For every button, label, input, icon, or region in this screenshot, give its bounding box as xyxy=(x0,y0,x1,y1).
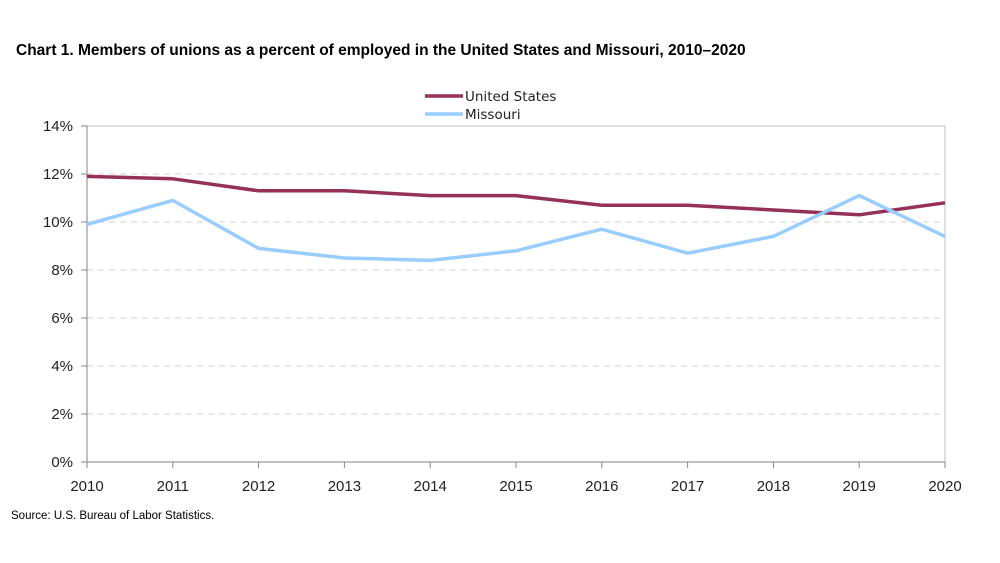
y-tick-label: 14% xyxy=(43,118,73,135)
y-tick-label: 8% xyxy=(51,262,73,279)
y-tick-label: 10% xyxy=(43,214,73,231)
source-note: Source: U.S. Bureau of Labor Statistics. xyxy=(11,510,215,522)
y-tick-label: 2% xyxy=(51,406,73,423)
y-tick-label: 12% xyxy=(43,166,73,183)
y-axis-ticks: 0% 2% 4% 6% 8% 10% 12% 14% xyxy=(43,118,87,471)
x-axis-ticks: 2010 2011 2012 2013 2014 2015 2016 2017 2018 2019… xyxy=(70,462,962,495)
x-tick-label: 2012 xyxy=(242,478,275,495)
y-tick-label: 0% xyxy=(51,454,73,471)
x-tick-label: 2017 xyxy=(671,478,704,495)
x-tick-label: 2014 xyxy=(414,478,447,495)
series-line-united-states xyxy=(86,174,946,217)
legend: United States Missouri xyxy=(425,89,556,123)
x-tick-label: 2020 xyxy=(928,478,961,495)
chart-title: Chart 1. Members of unions as a percent … xyxy=(16,42,746,59)
legend-label: Missouri xyxy=(465,107,521,123)
gridlines xyxy=(87,173,945,415)
axes xyxy=(82,125,946,467)
x-tick-label: 2019 xyxy=(843,478,876,495)
series-lines xyxy=(86,174,946,263)
y-tick-label: 4% xyxy=(51,358,73,375)
x-tick-label: 2011 xyxy=(157,478,189,495)
x-tick-label: 2010 xyxy=(70,478,103,495)
x-tick-label: 2013 xyxy=(328,478,361,495)
x-tick-label: 2018 xyxy=(757,478,790,495)
x-tick-label: 2015 xyxy=(499,478,532,495)
series-line-missouri xyxy=(86,193,946,263)
x-tick-label: 2016 xyxy=(585,478,618,495)
legend-label: United States xyxy=(465,89,556,105)
y-tick-label: 6% xyxy=(51,310,73,327)
